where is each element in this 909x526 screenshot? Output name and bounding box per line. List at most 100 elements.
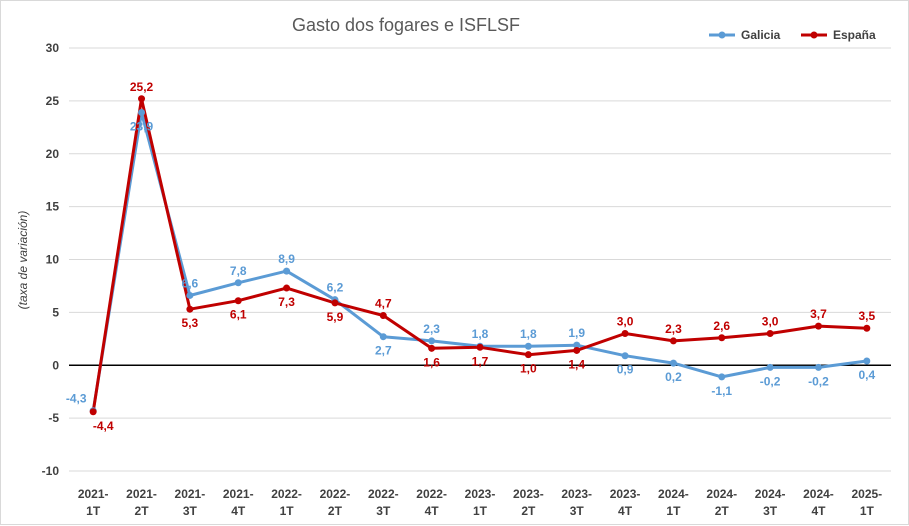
data-point — [863, 357, 871, 365]
data-label: 1,8 — [520, 327, 537, 341]
data-labels: -4,3 23,9 6,6 7,8 8,9 6,2 2,7 2,3 1,8 1,8 1,9 0,9 0,… — [66, 80, 876, 433]
x-tick-label: 1T — [86, 504, 101, 518]
x-tick-label: 2T — [715, 504, 730, 518]
data-point — [428, 337, 436, 345]
data-point — [669, 359, 677, 367]
y-tick-label: -5 — [48, 411, 59, 425]
data-label: 2,3 — [665, 322, 682, 336]
data-point — [186, 305, 194, 313]
x-tick-label: 1T — [473, 504, 488, 518]
chart-title: Gasto dos fogares e ISFLSF — [292, 15, 520, 35]
data-label: 2,7 — [375, 344, 392, 358]
y-tick-label: 5 — [52, 305, 59, 319]
data-label: 0,2 — [665, 370, 682, 384]
data-point — [863, 324, 871, 332]
x-tick-label: 2022- — [320, 487, 351, 501]
y-tick-label: 10 — [46, 253, 60, 267]
x-tick-label: 2T — [521, 504, 536, 518]
x-tick-label: 2024- — [755, 487, 786, 501]
data-point — [89, 408, 97, 416]
x-tick-label: 2T — [135, 504, 150, 518]
x-tick-label: 4T — [811, 504, 826, 518]
x-tick-label: 2021- — [175, 487, 206, 501]
data-label: 7,3 — [278, 295, 295, 309]
data-point — [428, 344, 436, 352]
x-tick-label: 3T — [183, 504, 198, 518]
data-point — [524, 351, 532, 359]
data-point — [718, 334, 726, 342]
data-point — [524, 342, 532, 350]
data-label: 6,6 — [182, 276, 199, 290]
data-label: 3,5 — [858, 309, 875, 323]
data-label: 6,1 — [230, 308, 247, 322]
data-point — [476, 343, 484, 351]
data-label: 1,4 — [568, 357, 585, 371]
data-label: 3,7 — [810, 307, 827, 321]
x-tick-label: 3T — [570, 504, 585, 518]
data-label: 1,9 — [568, 326, 585, 340]
data-point — [379, 333, 387, 341]
data-point — [573, 346, 581, 354]
data-point — [766, 330, 774, 338]
data-label: 1,6 — [423, 355, 440, 369]
x-tick-label: 2021- — [223, 487, 254, 501]
data-label: -4,3 — [66, 392, 87, 406]
data-label: 0,9 — [617, 363, 634, 377]
data-label: 1,7 — [472, 354, 489, 368]
x-tick-label: 2025- — [851, 487, 882, 501]
x-tick-label: 2023- — [610, 487, 641, 501]
x-tick-label: 2T — [328, 504, 343, 518]
data-label: 25,2 — [130, 80, 154, 94]
data-label: 2,3 — [423, 322, 440, 336]
legend-label: España — [833, 28, 876, 42]
x-tick-label: 2023- — [513, 487, 544, 501]
data-point — [814, 322, 822, 330]
data-label: 6,2 — [327, 281, 344, 295]
data-point — [573, 341, 581, 349]
grid-lines — [69, 47, 891, 472]
data-label: -0,2 — [760, 374, 781, 388]
y-tick-label: 15 — [46, 200, 60, 214]
data-point — [283, 284, 291, 292]
x-tick-label: 4T — [425, 504, 440, 518]
y-axis-label: (taxa de variación) — [16, 211, 30, 310]
y-tick-label: 20 — [46, 147, 60, 161]
y-tick-label: -10 — [42, 464, 60, 478]
data-label: 5,9 — [327, 310, 344, 324]
y-tick-label: 30 — [46, 41, 60, 55]
data-point — [234, 297, 242, 305]
x-tick-label: 1T — [860, 504, 875, 518]
data-point — [138, 109, 146, 117]
x-tick-label: 2022- — [416, 487, 447, 501]
data-label: 0,4 — [858, 368, 875, 382]
x-tick-label: 2024- — [658, 487, 689, 501]
data-label: -0,2 — [808, 374, 829, 388]
data-label: -4,4 — [93, 419, 114, 433]
y-axis-ticks: -10 -5 0 5 10 15 20 25 30 — [42, 41, 60, 478]
data-label: 5,3 — [182, 316, 199, 330]
x-tick-label: 2023- — [561, 487, 592, 501]
x-tick-label: 2024- — [803, 487, 834, 501]
x-tick-label: 4T — [618, 504, 633, 518]
x-tick-label: 1T — [666, 504, 681, 518]
x-tick-label: 2021- — [126, 487, 157, 501]
x-tick-label: 3T — [763, 504, 778, 518]
data-point — [234, 279, 242, 287]
data-point — [814, 363, 822, 371]
data-point — [379, 312, 387, 320]
x-tick-label: 2024- — [706, 487, 737, 501]
data-point — [766, 363, 774, 371]
data-point — [621, 352, 629, 360]
data-label: 8,9 — [278, 252, 295, 266]
y-tick-label: 0 — [52, 358, 59, 372]
data-point — [718, 373, 726, 381]
x-axis-ticks: 2021- 1T 2021- 2T 2021- 3T 2021- 4T 2022- 1T 2022-… — [78, 487, 882, 518]
x-tick-label: 2022- — [368, 487, 399, 501]
data-label: 23,9 — [130, 120, 154, 134]
data-point — [138, 95, 146, 103]
data-label: 3,0 — [617, 315, 634, 329]
legend: Galicia España — [709, 28, 876, 42]
series-layer — [89, 95, 871, 416]
